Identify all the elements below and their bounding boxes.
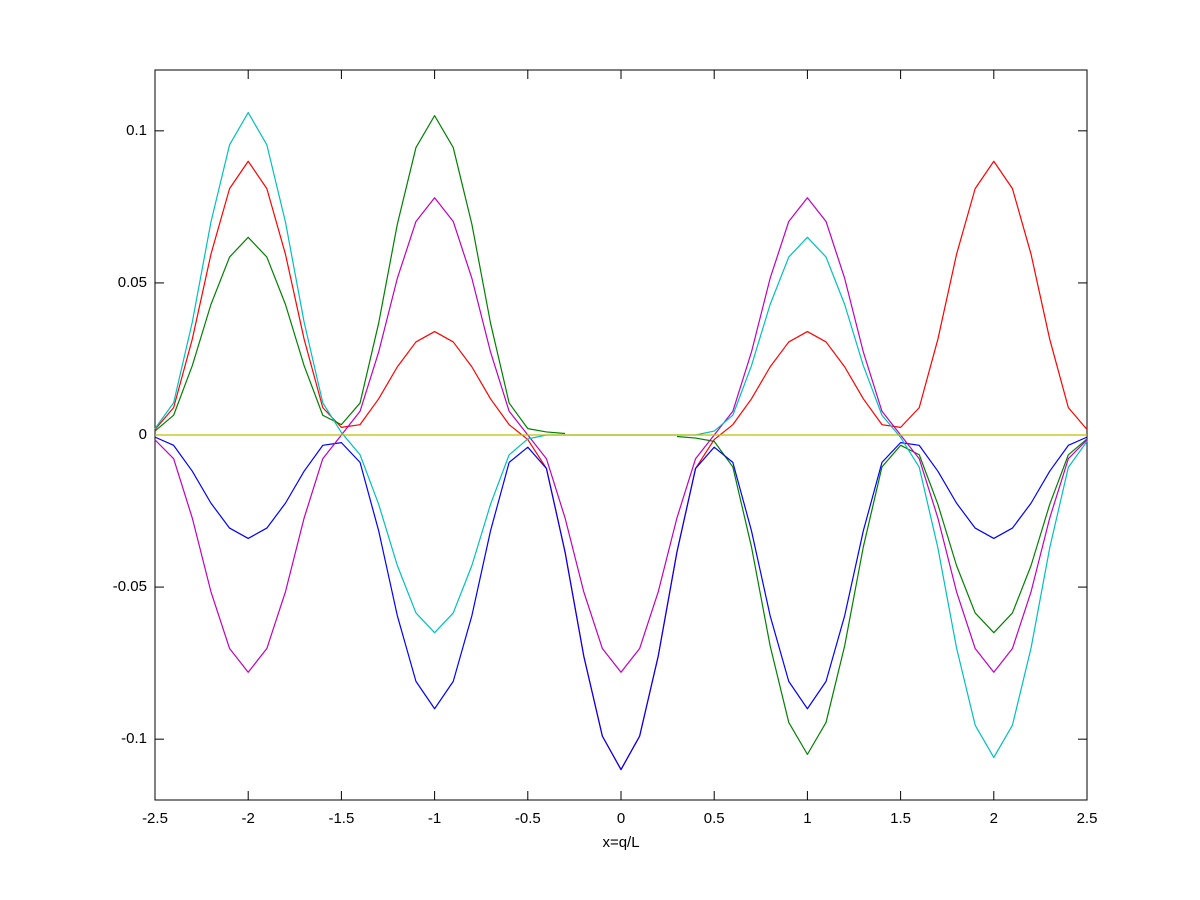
x-tick-label: -2.5	[142, 810, 168, 827]
y-tick-label: 0	[139, 426, 147, 443]
x-tick-label: -2	[242, 810, 255, 827]
x-tick-label: -0.5	[515, 810, 541, 827]
y-tick-label: 0.1	[126, 122, 147, 139]
y-tick-label: -0.1	[121, 730, 147, 747]
x-tick-label: 1.5	[890, 810, 911, 827]
x-tick-label: 2.5	[1077, 810, 1098, 827]
series-line	[154, 436, 1088, 771]
x-axis-label: x=q/L	[602, 834, 639, 851]
x-tick-label: 2	[990, 810, 998, 827]
x-tick-label: -1	[428, 810, 441, 827]
x-tick-label: -1.5	[328, 810, 354, 827]
series-line	[154, 115, 1088, 755]
x-tick-label: 0.5	[704, 810, 725, 827]
x-tick-label: 0	[617, 810, 625, 827]
x-tick-label: 1	[803, 810, 811, 827]
y-tick-label: -0.05	[113, 578, 147, 595]
y-tick-label: 0.05	[118, 274, 147, 291]
series-line	[154, 197, 1088, 673]
